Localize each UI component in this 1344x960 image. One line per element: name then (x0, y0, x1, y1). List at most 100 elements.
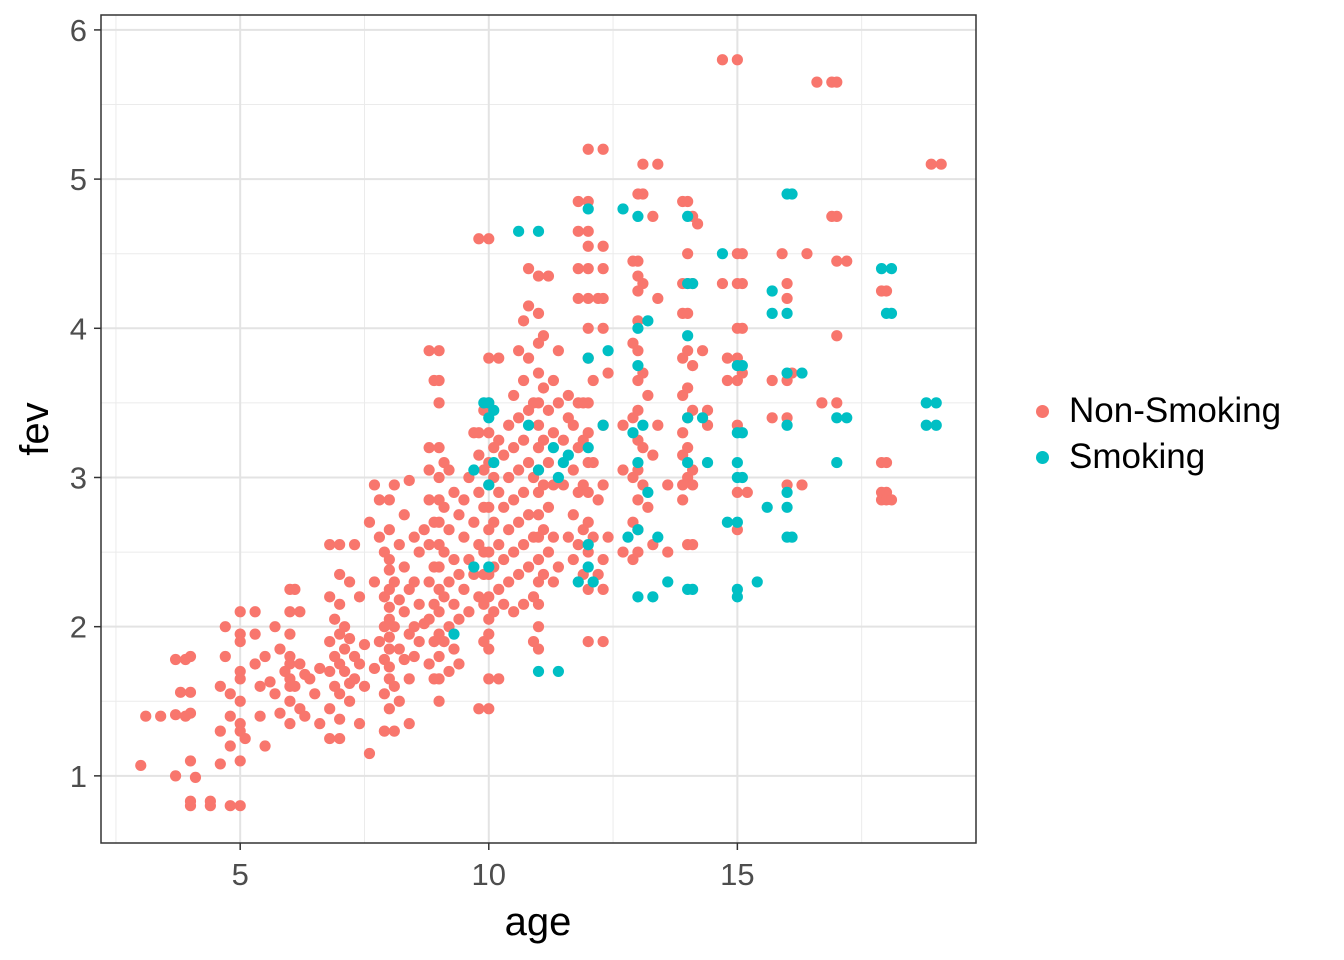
point-non-smoking (284, 658, 296, 670)
point-non-smoking (632, 494, 644, 506)
legend: Non-Smoking Smoking (1030, 388, 1281, 480)
point-non-smoking (925, 158, 937, 170)
point-non-smoking (438, 635, 450, 648)
point-smoking (781, 367, 793, 379)
point-non-smoking (532, 509, 545, 521)
point-smoking (632, 524, 644, 536)
point-non-smoking (602, 531, 614, 543)
point-non-smoking (652, 158, 664, 170)
point-non-smoking (234, 718, 246, 730)
point-non-smoking (398, 653, 410, 666)
point-non-smoking (403, 474, 415, 487)
point-non-smoking (493, 583, 505, 595)
point-non-smoking (597, 479, 609, 491)
point-non-smoking (324, 732, 336, 745)
point-smoking (617, 203, 629, 215)
point-smoking (627, 427, 639, 439)
point-smoking (701, 456, 714, 469)
point-non-smoking (513, 516, 525, 528)
point-smoking (885, 263, 898, 275)
point-non-smoking (508, 546, 520, 558)
point-non-smoking (433, 673, 445, 685)
point-non-smoking (334, 598, 346, 610)
point-non-smoking (413, 635, 425, 648)
point-non-smoking (517, 486, 530, 499)
point-non-smoking (572, 225, 584, 237)
y-tick-label: 6 (70, 13, 87, 48)
point-non-smoking (677, 427, 689, 439)
point-non-smoking (682, 382, 694, 394)
point-non-smoking (368, 576, 381, 588)
point-non-smoking (642, 389, 654, 402)
point-non-smoking (284, 718, 296, 730)
point-non-smoking (353, 718, 366, 730)
point-non-smoking (513, 568, 525, 581)
point-non-smoking (488, 516, 500, 528)
point-non-smoking (617, 464, 629, 476)
point-smoking (647, 591, 659, 603)
point-non-smoking (682, 248, 694, 260)
point-non-smoking (234, 628, 246, 640)
point-non-smoking (224, 740, 236, 752)
point-smoking (552, 471, 564, 484)
point-non-smoking (582, 225, 594, 237)
point-non-smoking (552, 561, 564, 573)
point-smoking (682, 210, 694, 223)
point-smoking (766, 285, 778, 297)
point-non-smoking (741, 486, 753, 499)
point-non-smoking (567, 419, 579, 431)
point-non-smoking (403, 673, 415, 685)
point-non-smoking (294, 606, 306, 618)
point-smoking (572, 576, 584, 588)
point-smoking (513, 225, 525, 237)
point-non-smoking (537, 479, 550, 491)
point-non-smoking (716, 277, 729, 290)
point-smoking (736, 427, 748, 439)
point-non-smoking (329, 613, 341, 625)
point-non-smoking (363, 747, 376, 760)
point-non-smoking (368, 479, 381, 491)
point-non-smoking (254, 710, 266, 722)
point-non-smoking (542, 404, 555, 416)
point-non-smoking (652, 419, 664, 431)
point-non-smoking (617, 546, 629, 558)
point-non-smoking (532, 598, 545, 610)
point-non-smoking (547, 531, 560, 543)
point-non-smoking (517, 539, 530, 551)
point-smoking (582, 352, 594, 364)
point-smoking (488, 404, 500, 416)
point-non-smoking (269, 688, 281, 700)
point-non-smoking (587, 456, 599, 469)
point-smoking (552, 665, 564, 678)
y-axis-title: fev (13, 402, 57, 455)
point-non-smoking (448, 643, 460, 655)
point-smoking (796, 367, 808, 379)
point-non-smoking (498, 449, 510, 461)
point-non-smoking (368, 662, 381, 675)
point-smoking (682, 456, 694, 469)
point-smoking (488, 456, 500, 469)
point-non-smoking (517, 315, 530, 327)
point-non-smoking (483, 703, 495, 715)
point-non-smoking (314, 718, 326, 730)
point-non-smoking (433, 516, 445, 528)
point-non-smoking (259, 650, 271, 663)
point-non-smoking (423, 345, 435, 357)
point-smoking (468, 561, 480, 573)
point-smoking (532, 464, 545, 476)
point-non-smoking (880, 456, 893, 469)
y-tick-label: 1 (70, 759, 87, 794)
point-non-smoking (458, 494, 470, 506)
point-non-smoking (289, 583, 301, 595)
point-smoking (786, 531, 798, 543)
point-non-smoking (547, 374, 560, 387)
point-non-smoking (249, 606, 261, 618)
data-points (135, 54, 947, 812)
point-smoking (622, 531, 634, 543)
point-non-smoking (443, 524, 455, 536)
point-non-smoking (597, 143, 609, 155)
point-non-smoking (339, 643, 351, 655)
point-non-smoking (532, 397, 545, 409)
point-non-smoking (508, 442, 520, 454)
point-non-smoking (348, 539, 361, 551)
